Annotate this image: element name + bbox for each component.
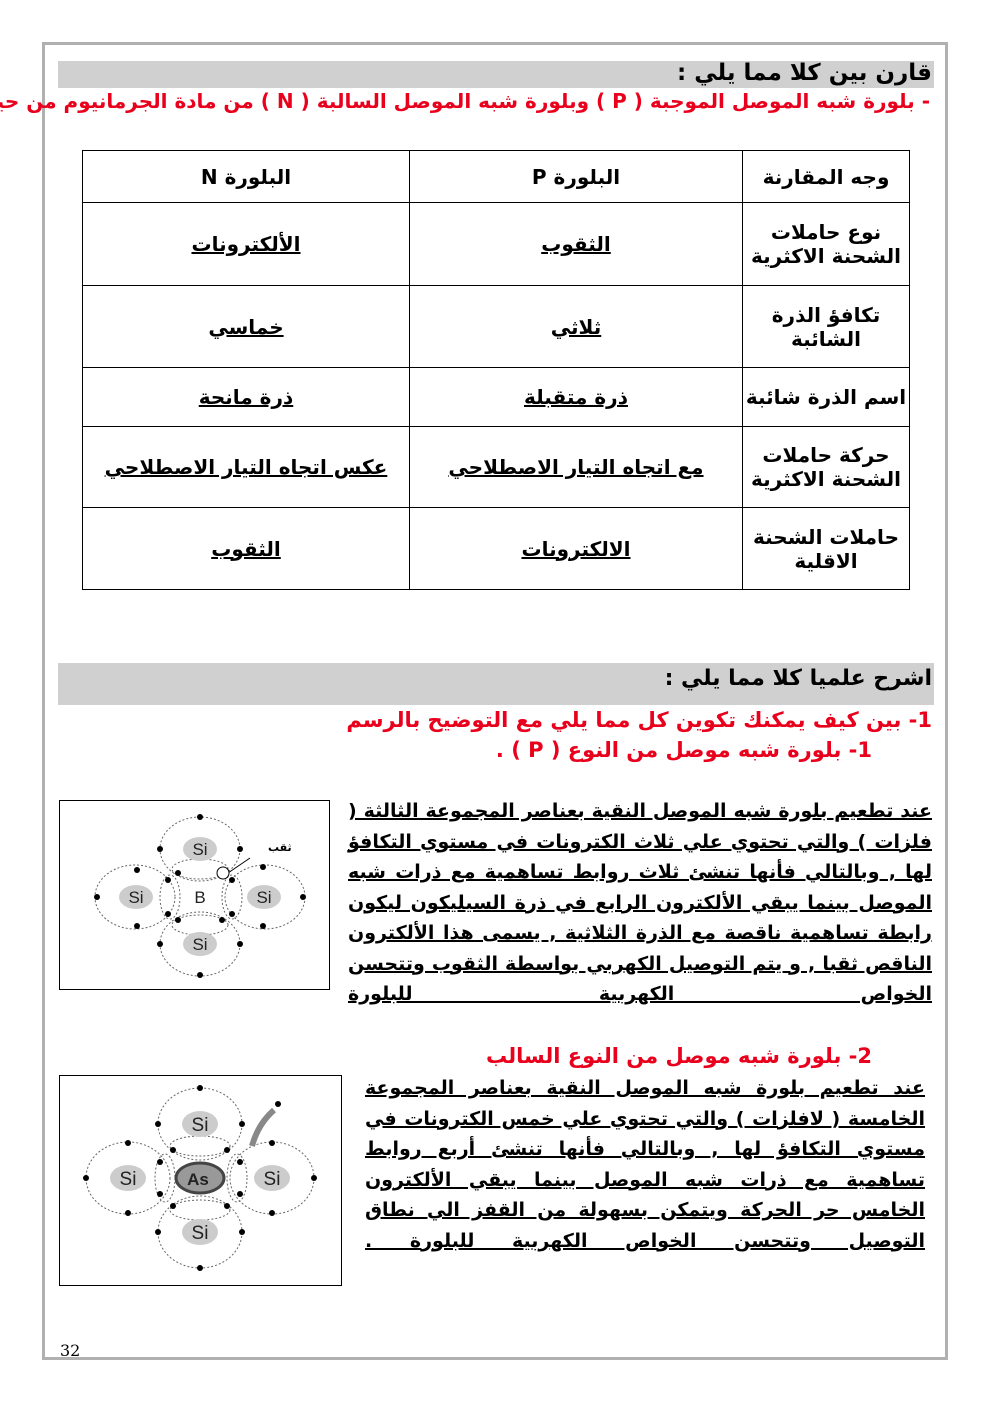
free-electron-arrow-icon <box>249 1107 277 1147</box>
page-frame <box>42 42 948 1360</box>
p-cell: الثقوب <box>409 202 743 286</box>
row-label: نوع حاملات الشحنة الاكثرية <box>742 202 910 286</box>
row-label: حاملات الشحنة الاقلية <box>742 507 910 590</box>
page-number: 32 <box>60 1341 81 1360</box>
row-label: تكافؤ الذرة الشائبة <box>742 285 910 368</box>
section2-heading-bar <box>58 663 934 705</box>
row-label: حركة حاملات الشحنة الاكثرية <box>742 426 910 508</box>
row-label: اسم الذرة شائبة <box>742 367 910 427</box>
table-row: حركة حاملات الشحنة الاكثرية مع اتجاه التي… <box>82 426 910 508</box>
p-type-lattice-svg: Si Si Si Si B ثقب <box>94 814 306 978</box>
p-cell: ذرة متقبلة <box>409 367 743 427</box>
arsenic-atom-label: As <box>187 1170 209 1189</box>
p-cell: ثلاثي <box>409 285 743 368</box>
comparison-table: وجه المقارنة البلورة P البلورة N نوع حام… <box>82 150 910 590</box>
si-atom-label: Si <box>264 1169 281 1190</box>
boron-atom-label: B <box>194 888 205 907</box>
table-header-row: وجه المقارنة البلورة P البلورة N <box>82 150 910 203</box>
hole-label: ثقب <box>268 841 292 854</box>
section2-heading: اشرح علميا كلا مما يلي : <box>664 666 932 691</box>
n-cell: خماسي <box>82 285 410 368</box>
table-row: نوع حاملات الشحنة الاكثرية الثقوب الألكترو… <box>82 202 910 286</box>
section1-heading: قارن بين كلا مما يلي : <box>677 60 932 86</box>
table-row: حاملات الشحنة الاقلية الالكترونات الثقوب <box>82 507 910 590</box>
si-atom-label: Si <box>128 888 143 907</box>
question-text: 1- بين كيف يمكنك تكوين كل مما يلي مع الت… <box>346 708 932 732</box>
si-atom-label: Si <box>192 935 207 954</box>
table-header: وجه المقارنة <box>742 150 910 203</box>
n-cell: عكس اتجاه التيار الاصطلاحي <box>82 426 410 508</box>
p-type-explanation: عند تطعيم بلورة شبه الموصل النقية بعناصر… <box>348 800 932 1005</box>
table-header: البلورة P <box>409 150 743 203</box>
si-atom-label: Si <box>192 1115 209 1136</box>
n-type-diagram: Si Si Si Si As <box>59 1075 342 1286</box>
table-row: تكافؤ الذرة الشائبة ثلاثي خماسي <box>82 285 910 368</box>
section1-subheading: - بلورة شبه الموصل الموجبة ( P ) وبلورة … <box>0 89 930 113</box>
n-cell: الألكترونات <box>82 202 410 286</box>
si-atom-label: Si <box>192 840 207 859</box>
si-atom-label: Si <box>192 1223 209 1244</box>
n-type-lattice-svg: Si Si Si Si As <box>83 1085 317 1271</box>
p-type-diagram: Si Si Si Si B ثقب <box>59 800 330 990</box>
si-atom-label: Si <box>256 888 271 907</box>
si-atom-label: Si <box>120 1169 137 1190</box>
table-header: البلورة N <box>82 150 410 203</box>
item1-title: 1- بلورة شبه موصل من النوع ( P ) . <box>495 738 872 762</box>
n-type-explanation: عند تطعيم بلورة شبه الموصل النقية بعناصر… <box>365 1077 925 1252</box>
table-row: اسم الذرة شائبة ذرة متقبلة ذرة مانحة <box>82 367 910 427</box>
n-cell: الثقوب <box>82 507 410 590</box>
n-cell: ذرة مانحة <box>82 367 410 427</box>
section1-heading-bar <box>58 61 934 88</box>
p-cell: الالكترونات <box>409 507 743 590</box>
item2-title: 2- بلورة شبه موصل من النوع السالب <box>485 1044 872 1068</box>
hole-icon <box>216 866 230 880</box>
p-cell: مع اتجاه التيار الاصطلاحي <box>409 426 743 508</box>
